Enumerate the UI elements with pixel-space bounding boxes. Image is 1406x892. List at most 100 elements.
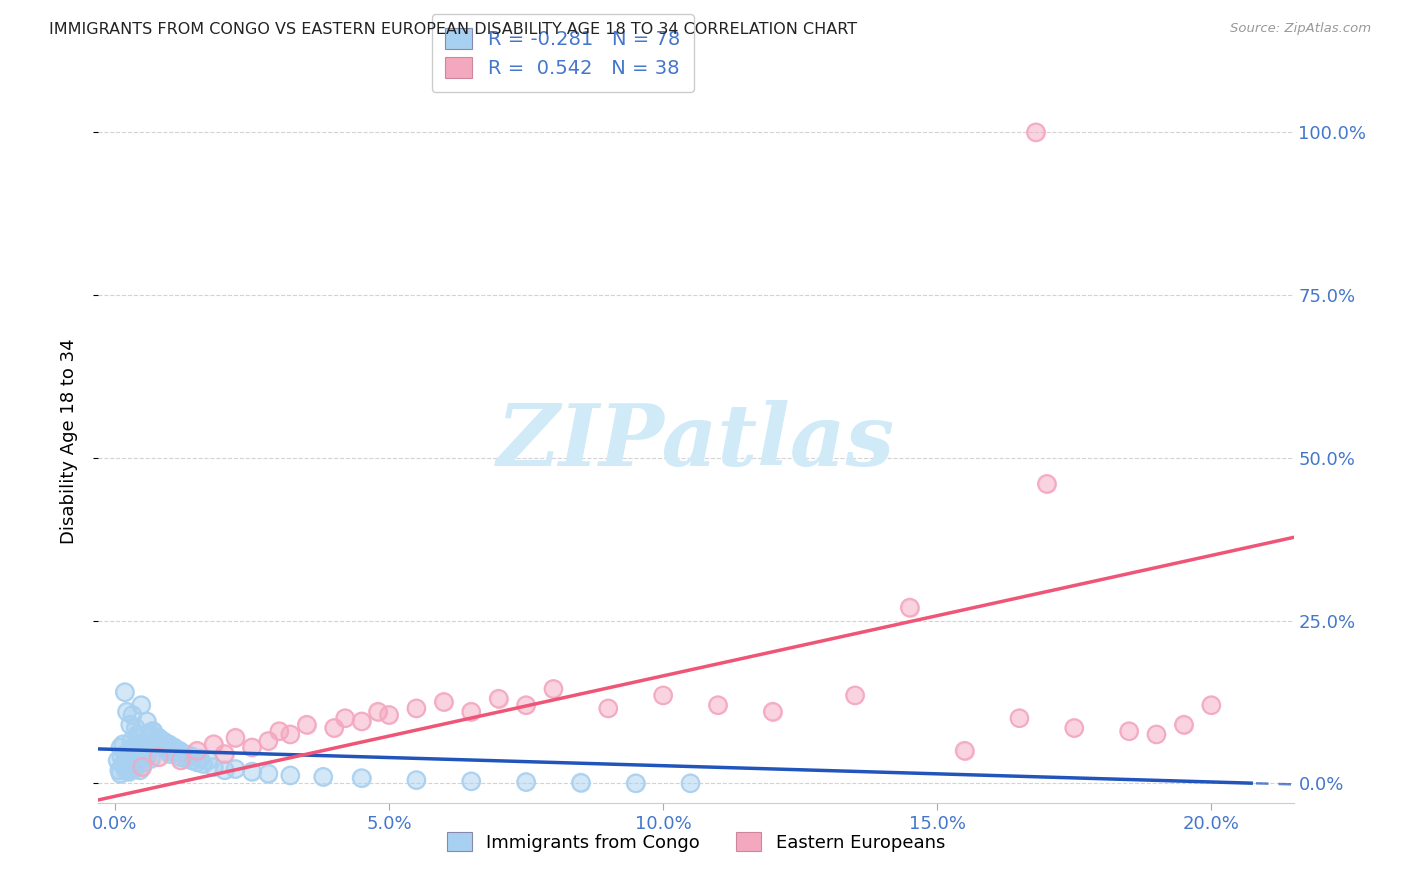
Point: [202, 760, 225, 774]
Point: [136, 740, 159, 755]
Point: [323, 721, 346, 735]
Point: [117, 744, 139, 758]
Point: [1173, 717, 1195, 731]
Point: [405, 772, 427, 787]
Point: [679, 776, 702, 790]
Point: [543, 681, 565, 696]
Point: [844, 689, 866, 703]
Point: [214, 747, 236, 761]
Text: Source: ZipAtlas.com: Source: ZipAtlas.com: [1230, 22, 1371, 36]
Point: [114, 747, 136, 761]
Point: [152, 734, 174, 748]
Point: [350, 714, 373, 729]
Point: [135, 714, 157, 729]
Point: [120, 734, 142, 748]
Point: [257, 734, 280, 748]
Point: [112, 756, 135, 771]
Point: [145, 734, 167, 748]
Point: [1118, 724, 1140, 739]
Point: [148, 750, 170, 764]
Point: [139, 751, 162, 765]
Point: [312, 770, 335, 784]
Point: [257, 766, 280, 780]
Point: [157, 737, 180, 751]
Point: [180, 748, 202, 763]
Point: [114, 747, 136, 761]
Point: [125, 731, 148, 745]
Point: [131, 760, 153, 774]
Point: [202, 737, 225, 751]
Point: [114, 760, 136, 774]
Point: [1008, 711, 1031, 725]
Point: [125, 721, 148, 735]
Point: [1201, 698, 1223, 713]
Point: [350, 714, 373, 729]
Point: [197, 754, 219, 768]
Point: [174, 751, 197, 765]
Point: [110, 740, 132, 755]
Point: [169, 750, 191, 764]
Point: [129, 698, 152, 713]
Point: [121, 751, 143, 765]
Text: ZIPatlas: ZIPatlas: [496, 400, 896, 483]
Point: [367, 705, 389, 719]
Point: [240, 740, 263, 755]
Point: [278, 727, 301, 741]
Point: [1036, 476, 1059, 491]
Point: [240, 764, 263, 779]
Point: [131, 737, 153, 751]
Point: [898, 600, 921, 615]
Point: [515, 698, 537, 713]
Point: [169, 744, 191, 758]
Point: [224, 762, 246, 776]
Point: [898, 600, 921, 615]
Point: [128, 739, 150, 753]
Point: [1025, 125, 1047, 139]
Point: [1173, 717, 1195, 731]
Point: [112, 756, 135, 771]
Point: [120, 717, 142, 731]
Point: [108, 764, 131, 778]
Point: [115, 754, 138, 768]
Point: [136, 740, 159, 755]
Point: [159, 747, 181, 761]
Point: [350, 771, 373, 785]
Point: [186, 756, 208, 770]
Point: [162, 745, 184, 759]
Point: [131, 737, 153, 751]
Point: [125, 721, 148, 735]
Point: [120, 734, 142, 748]
Point: [115, 705, 138, 719]
Point: [169, 754, 191, 768]
Point: [146, 731, 169, 745]
Point: [186, 756, 208, 770]
Point: [257, 734, 280, 748]
Legend: Immigrants from Congo, Eastern Europeans: Immigrants from Congo, Eastern Europeans: [440, 824, 952, 859]
Point: [378, 707, 401, 722]
Point: [112, 737, 135, 751]
Point: [135, 714, 157, 729]
Point: [1063, 721, 1085, 735]
Point: [202, 737, 225, 751]
Point: [240, 740, 263, 755]
Point: [150, 737, 173, 751]
Point: [323, 721, 346, 735]
Point: [1146, 727, 1168, 741]
Point: [405, 701, 427, 715]
Point: [115, 754, 138, 768]
Point: [127, 727, 149, 741]
Point: [135, 748, 157, 763]
Point: [405, 772, 427, 787]
Point: [1025, 125, 1047, 139]
Text: IMMIGRANTS FROM CONGO VS EASTERN EUROPEAN DISABILITY AGE 18 TO 34 CORRELATION CH: IMMIGRANTS FROM CONGO VS EASTERN EUROPEA…: [49, 22, 858, 37]
Point: [598, 701, 620, 715]
Point: [146, 731, 169, 745]
Point: [174, 747, 197, 761]
Point: [134, 744, 156, 758]
Point: [142, 724, 165, 739]
Point: [460, 774, 482, 789]
Point: [1201, 698, 1223, 713]
Point: [1008, 711, 1031, 725]
Point: [488, 691, 510, 706]
Point: [707, 698, 730, 713]
